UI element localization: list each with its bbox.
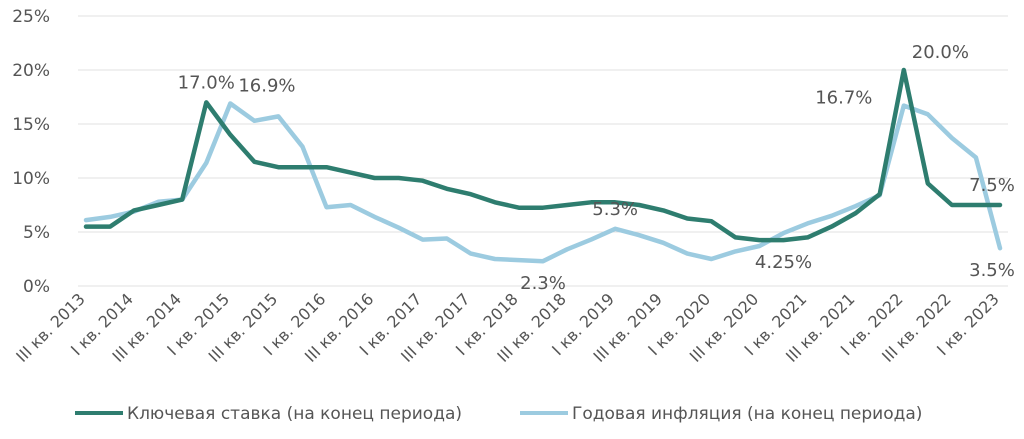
y-tick-label: 0% [23, 277, 50, 297]
data-label: 2.3% [520, 273, 566, 294]
data-label: 5.3% [592, 199, 638, 220]
data-label: 3.5% [969, 260, 1015, 281]
data-label: 16.9% [238, 75, 295, 96]
y-tick-label: 10% [12, 169, 50, 189]
series-layer [83, 67, 1003, 264]
data-label: 17.0% [178, 72, 235, 93]
data-label: 7.5% [969, 175, 1015, 196]
legend: Ключевая ставка (на конец периода) Годов… [75, 404, 922, 424]
legend-item-inflation: Годовая инфляция (на конец периода) [520, 404, 922, 424]
data-label: 16.7% [815, 88, 872, 109]
data-labels: 17.0% 16.9% 2.3% 5.3% 4.25% 20.0% 16.7% 7.5% 3.5… [178, 42, 1015, 294]
grid [78, 15, 1008, 287]
y-tick-label: 25% [12, 7, 50, 27]
y-tick-label: 5% [23, 223, 50, 243]
y-axis: 0% 5% 10% 15% 20% 25% [12, 7, 50, 297]
series-line-inflation [83, 101, 1003, 264]
y-tick-label: 15% [12, 115, 50, 135]
series-line-key-rate [83, 67, 1003, 243]
legend-item-key-rate: Ключевая ставка (на конец периода) [75, 404, 462, 424]
legend-label-inflation: Годовая инфляция (на конец периода) [572, 404, 922, 424]
data-label: 4.25% [755, 252, 812, 273]
legend-label-key-rate: Ключевая ставка (на конец периода) [127, 404, 462, 424]
y-tick-label: 20% [12, 61, 50, 81]
data-label: 20.0% [912, 42, 969, 63]
